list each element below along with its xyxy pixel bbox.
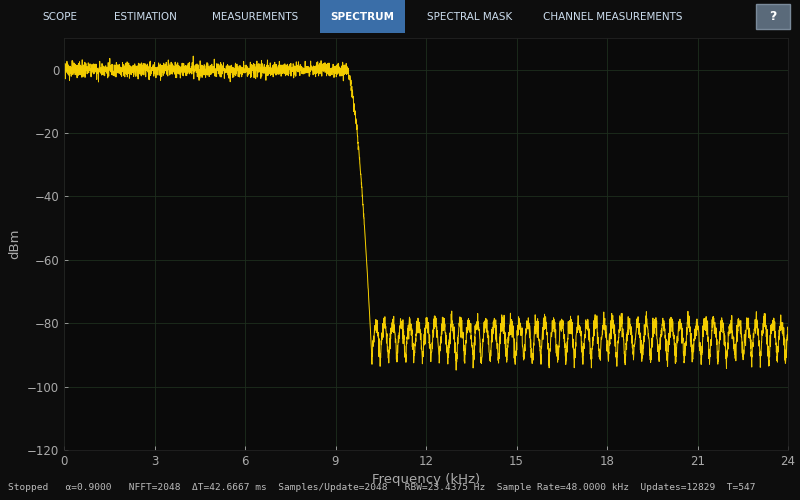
X-axis label: Frequency (kHz): Frequency (kHz): [372, 474, 480, 486]
Bar: [756, 4, 790, 29]
Text: Stopped   α=0.9000   NFFT=2048  ΔT=42.6667 ms  Samples/Update=2048   RBW=23.4375: Stopped α=0.9000 NFFT=2048 ΔT=42.6667 ms…: [8, 483, 755, 492]
Text: SPECTRUM: SPECTRUM: [330, 12, 394, 22]
Text: MEASUREMENTS: MEASUREMENTS: [212, 12, 298, 22]
Bar: [320, 0, 405, 33]
Text: ESTIMATION: ESTIMATION: [114, 12, 177, 22]
Y-axis label: dBm: dBm: [8, 229, 22, 260]
Text: ?: ?: [770, 10, 777, 23]
Text: SCOPE: SCOPE: [42, 12, 78, 22]
Text: CHANNEL MEASUREMENTS: CHANNEL MEASUREMENTS: [542, 12, 682, 22]
Text: SPECTRAL MASK: SPECTRAL MASK: [427, 12, 513, 22]
